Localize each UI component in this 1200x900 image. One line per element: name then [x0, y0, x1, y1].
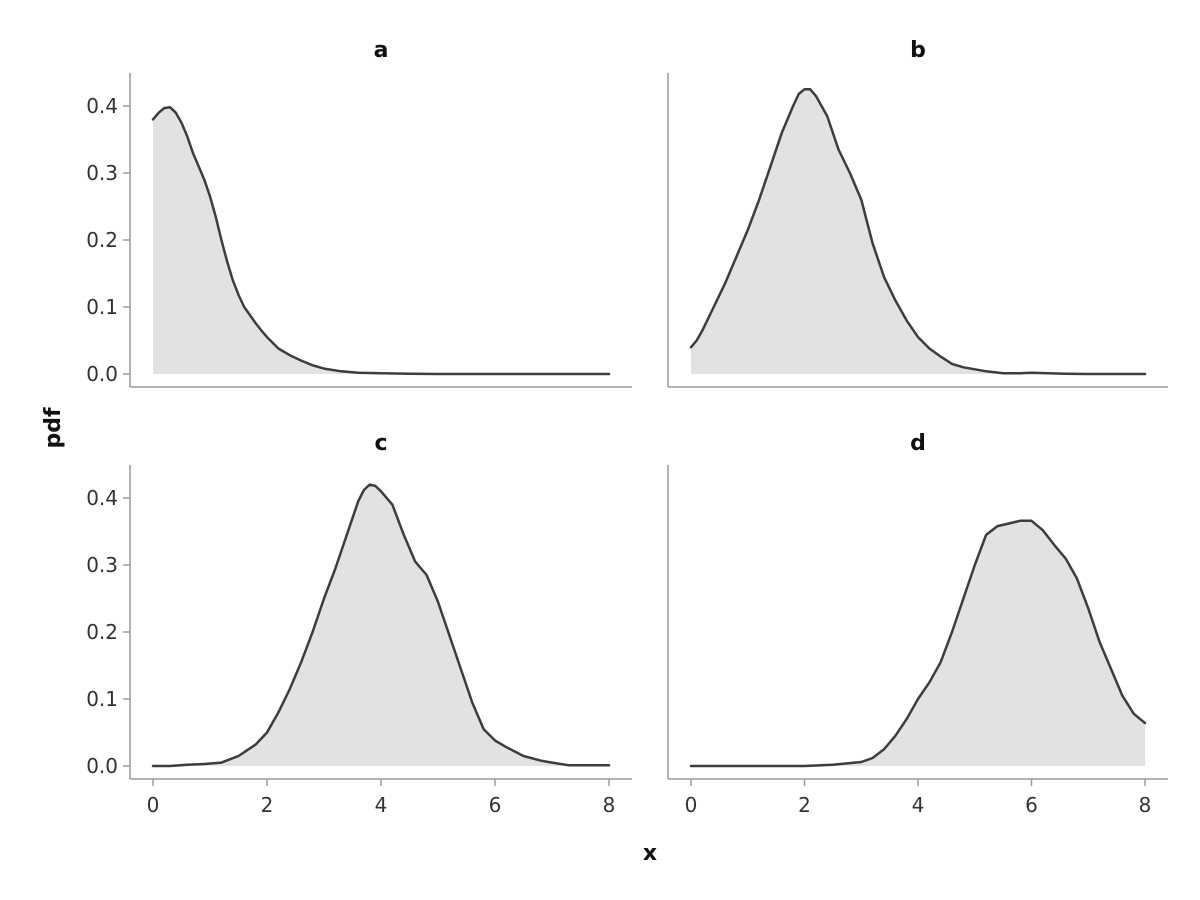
density-area: [691, 520, 1145, 766]
x-tick-label: 2: [798, 793, 811, 817]
y-axis-label: pdf: [41, 407, 66, 448]
x-tick-label: 8: [603, 793, 616, 817]
x-tick-label: 4: [375, 793, 388, 817]
panel-title: a: [374, 38, 389, 63]
x-tick-label: 2: [261, 793, 274, 817]
panel-a: a 0.0 0.1 0.2 0.3 0.4: [86, 38, 632, 388]
y-tick-label: 0.4: [86, 486, 118, 510]
density-area: [153, 484, 609, 766]
panels-group: a 0.0 0.1 0.2 0.3 0.4 b c 0.0 0.1 0.2 0.3 0.4 0 2 4 6 8 d 0…: [86, 38, 1168, 817]
panel-title: b: [910, 38, 926, 63]
y-tick-label: 0.0: [86, 362, 118, 386]
density-line: [151, 483, 611, 768]
density-line: [689, 88, 1147, 376]
y-tick-label: 0.3: [86, 553, 118, 577]
density-area: [153, 107, 609, 375]
panel-c: c 0.0 0.1 0.2 0.3 0.4 0 2 4 6 8: [86, 431, 632, 817]
y-tick-label: 0.1: [86, 687, 118, 711]
x-tick-label: 0: [147, 793, 160, 817]
density-line: [151, 106, 611, 376]
y-tick-label: 0.2: [86, 228, 118, 252]
y-tick-label: 0.3: [86, 161, 118, 185]
x-tick-label: 0: [685, 793, 698, 817]
density-area: [691, 89, 1145, 375]
x-tick-label: 6: [489, 793, 502, 817]
panel-b: b: [667, 38, 1168, 388]
y-tick-label: 0.4: [86, 94, 118, 118]
panel-title: c: [374, 431, 387, 456]
density-line: [689, 519, 1147, 768]
x-axis-label: x: [643, 841, 657, 866]
panel-title: d: [910, 431, 926, 456]
y-tick-label: 0.2: [86, 620, 118, 644]
x-tick-label: 8: [1139, 793, 1152, 817]
x-tick-label: 6: [1025, 793, 1038, 817]
y-tick-label: 0.0: [86, 754, 118, 778]
x-tick-label: 4: [912, 793, 925, 817]
panel-d: d 0 2 4 6 8: [667, 431, 1168, 817]
y-tick-label: 0.1: [86, 295, 118, 319]
